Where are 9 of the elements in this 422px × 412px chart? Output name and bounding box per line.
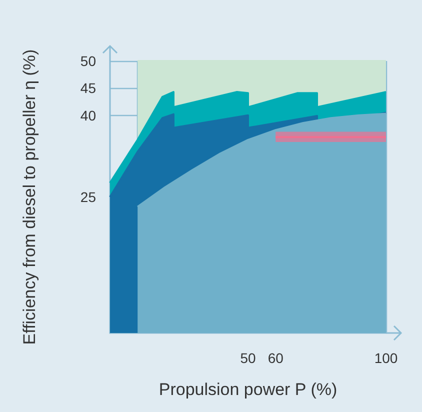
y-axis-title: Efficiency from diesel to propeller η (%) xyxy=(20,49,39,345)
x-tick-label: 60 xyxy=(268,350,284,366)
y-tick-label: 25 xyxy=(80,189,96,205)
x-tick-label: 100 xyxy=(374,350,398,366)
y-tick-label: 40 xyxy=(80,107,96,124)
y-tick-label: 45 xyxy=(80,80,96,96)
y-tick-label: 50 xyxy=(80,53,96,69)
x-tick-label: 50 xyxy=(240,350,256,366)
x-axis-title: Propulsion power P (%) xyxy=(158,380,338,399)
